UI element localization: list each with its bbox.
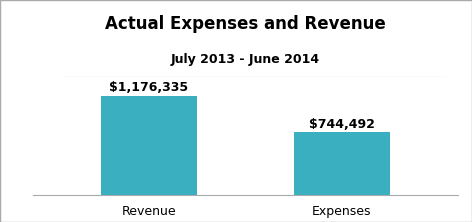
Text: July 2013 - June 2014: July 2013 - June 2014	[171, 53, 320, 65]
Text: $1,176,335: $1,176,335	[110, 81, 188, 94]
Bar	[101, 95, 197, 195]
Text: Actual Expenses and Revenue: Actual Expenses and Revenue	[105, 15, 386, 33]
Text: $744,492: $744,492	[309, 118, 375, 131]
Bar	[294, 132, 390, 195]
